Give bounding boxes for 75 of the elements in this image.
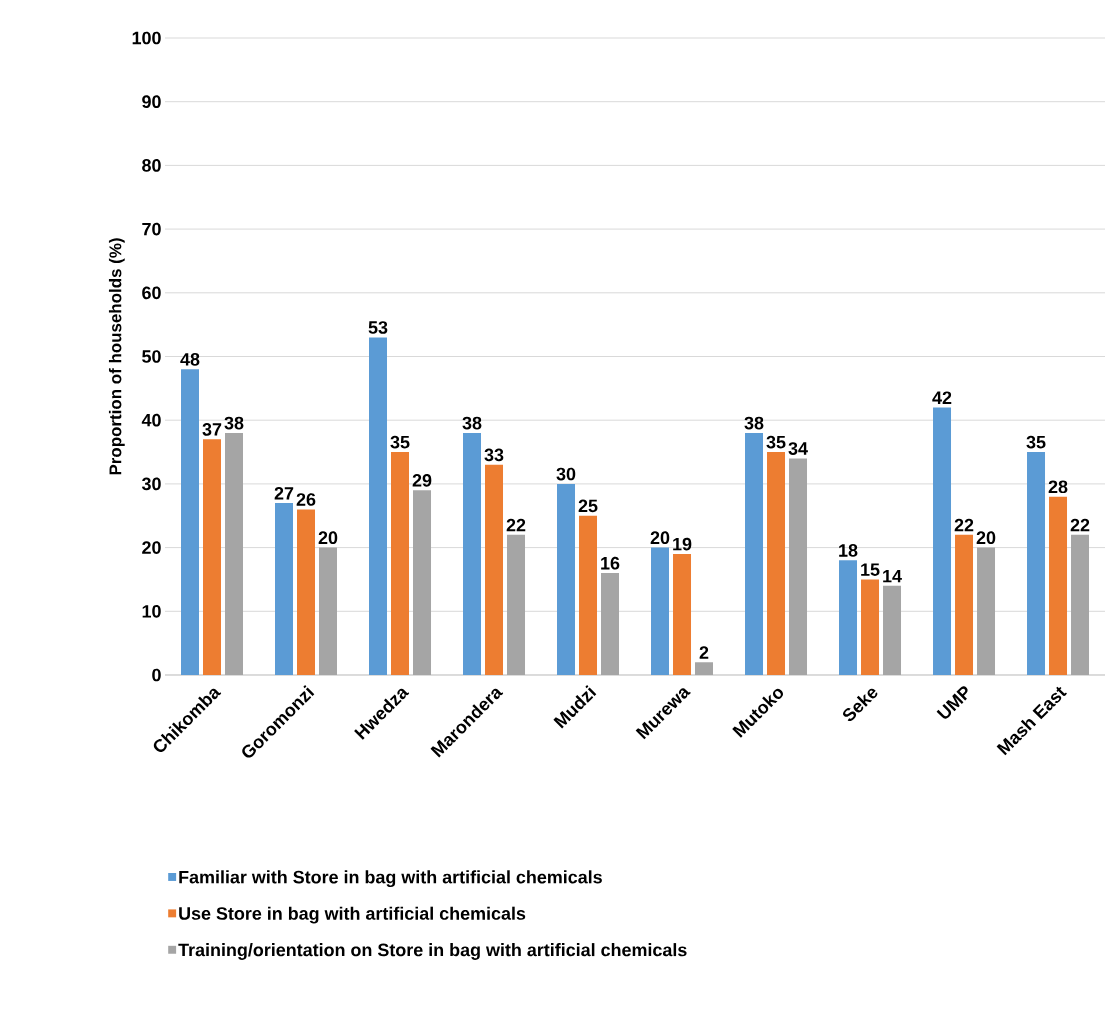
y-tick-label: 0 [152, 668, 161, 682]
data-label: 35 [390, 435, 410, 449]
data-label: 20 [318, 531, 338, 545]
y-tick-label: 100 [132, 31, 161, 45]
bar [463, 432, 482, 675]
legend-label: Use Store in bag with artificial chemicals [179, 906, 526, 924]
data-label: 22 [506, 518, 526, 532]
data-label: 15 [861, 563, 880, 576]
y-tick-label: 20 [142, 541, 161, 554]
bar [485, 464, 504, 675]
bar [601, 573, 620, 675]
bar [673, 553, 692, 675]
data-label: 22 [954, 518, 974, 532]
data-label: 34 [788, 442, 808, 455]
bar [1049, 496, 1068, 675]
data-label: 30 [556, 467, 576, 481]
bar [839, 560, 858, 675]
data-label: 14 [883, 569, 902, 583]
data-label: 18 [839, 544, 858, 557]
bar [579, 515, 598, 675]
bar [225, 432, 243, 675]
data-label: 38 [224, 416, 244, 430]
bar [933, 407, 952, 675]
data-label: 53 [368, 321, 388, 334]
bar [651, 547, 670, 675]
data-label: 20 [650, 531, 670, 545]
bar [319, 547, 337, 675]
bar [955, 534, 974, 675]
data-label: 25 [578, 499, 598, 513]
legend-label: Familiar with Store in bag with artificial chemicals [179, 870, 602, 888]
y-tick-label: 90 [142, 95, 161, 109]
data-label: 29 [412, 474, 432, 487]
bar [1071, 534, 1090, 675]
data-label: 42 [932, 391, 952, 404]
bar [507, 534, 526, 675]
bar [977, 547, 996, 675]
bar [767, 452, 786, 675]
bar [1027, 452, 1046, 675]
y-tick-label: 60 [142, 286, 161, 300]
data-label: 28 [1048, 480, 1068, 494]
y-tick-label: 30 [141, 477, 161, 491]
data-label: 38 [744, 416, 764, 430]
y-tick-label: 80 [142, 159, 161, 172]
data-label: 20 [976, 531, 996, 545]
data-label: 19 [673, 537, 692, 551]
data-label: 37 [202, 423, 222, 436]
y-tick-label: 10 [142, 604, 161, 618]
bar [391, 452, 409, 675]
data-label: 38 [462, 416, 482, 430]
y-tick-label: 70 [142, 222, 161, 236]
bar [297, 509, 315, 675]
legend-label: Training/orientation on Store in bag with artificial chemicals [178, 943, 687, 960]
data-label: 35 [1026, 435, 1046, 449]
data-label: 35 [766, 435, 786, 449]
bar [789, 458, 808, 675]
y-axis-title: Proportion of households (%) [108, 238, 125, 475]
y-tick-label: 40 [141, 413, 161, 427]
data-label: 27 [274, 486, 294, 500]
bar [695, 662, 714, 675]
data-label: 22 [1070, 518, 1090, 532]
bar [275, 503, 293, 675]
bar [557, 483, 576, 675]
data-label: 48 [180, 353, 200, 366]
bar [861, 579, 880, 675]
data-label: 26 [296, 493, 316, 506]
bar [745, 432, 764, 675]
data-label: 2 [699, 646, 709, 659]
y-tick-label: 50 [142, 350, 161, 363]
bar [181, 369, 199, 675]
data-label: 33 [484, 448, 504, 462]
bar [413, 490, 432, 675]
bar [369, 337, 387, 675]
data-label: 16 [601, 556, 620, 570]
bar [883, 585, 902, 675]
bar [203, 439, 221, 675]
